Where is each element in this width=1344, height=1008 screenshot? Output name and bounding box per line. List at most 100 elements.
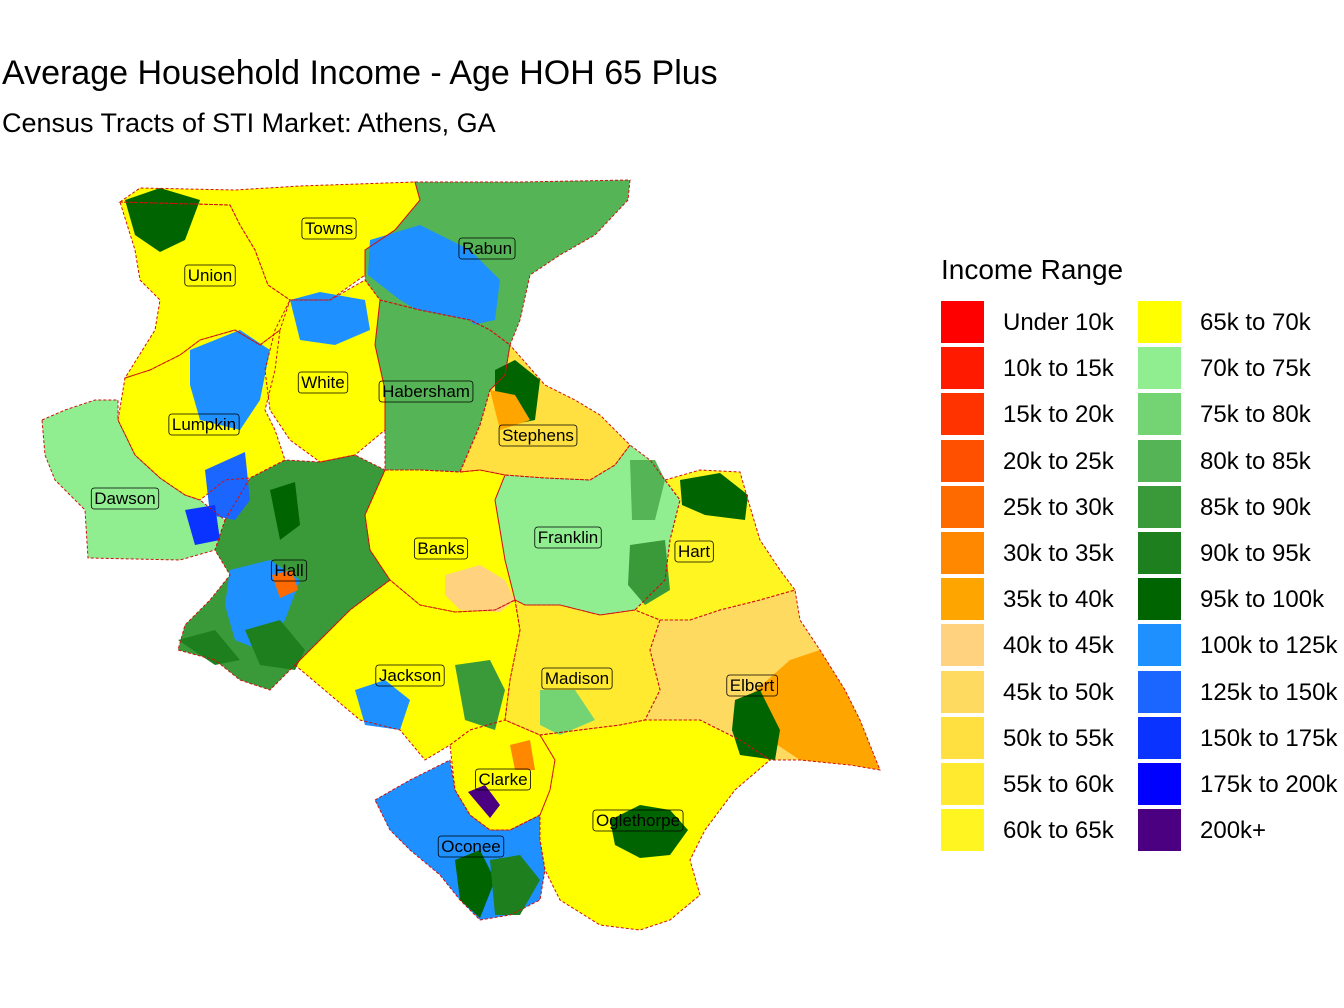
tract-region (290, 292, 370, 345)
legend-label: 95k to 100k (1200, 586, 1325, 614)
map-subtitle: Census Tracts of STI Market: Athens, GA (2, 108, 496, 138)
legend-swatch (941, 670, 984, 713)
svg-text:Clarke: Clarke (478, 770, 527, 789)
tract-region (185, 505, 220, 545)
tract-region (490, 855, 540, 915)
county-border (41, 399, 226, 561)
tract-region (178, 630, 240, 665)
legend-swatch (941, 485, 984, 528)
tract-region (610, 805, 688, 858)
legend-label: 45k to 50k (1003, 678, 1114, 706)
svg-text:Towns: Towns (305, 219, 353, 238)
legend-label: 175k to 200k (1200, 770, 1338, 798)
legend-label: 90k to 95k (1200, 539, 1311, 567)
tract-region (190, 330, 270, 430)
legend-label: 70k to 75k (1200, 355, 1311, 383)
legend-swatch (1138, 624, 1181, 667)
legend-swatch (941, 347, 984, 390)
county-label-rabun: Rabun (458, 237, 516, 260)
legend-swatch (941, 301, 984, 343)
county-region-jackson (295, 580, 520, 760)
svg-text:Hart: Hart (678, 542, 710, 561)
tract-region (628, 540, 670, 605)
county-label-oconee: Oconee (437, 835, 505, 858)
legend-label: 60k to 65k (1003, 817, 1114, 845)
county-label-habersham: Habersham (378, 380, 474, 403)
legend-swatch (1138, 531, 1181, 574)
svg-text:Rabun: Rabun (462, 239, 512, 258)
county-labels: Towns Rabun Union White Habersham Lumpkin Step… (90, 217, 778, 858)
county-label-franklin: Franklin (534, 526, 602, 549)
legend-label: 75k to 80k (1200, 401, 1311, 429)
legend-label: Under 10k (1003, 309, 1114, 336)
tract-region (510, 740, 535, 770)
tract-region (455, 660, 505, 730)
svg-text:Habersham: Habersham (382, 382, 470, 401)
county-label-dawson: Dawson (90, 487, 160, 510)
svg-text:Stephens: Stephens (502, 426, 574, 445)
legend-label: 30k to 35k (1003, 539, 1114, 567)
legend-label: 100k to 125k (1200, 632, 1338, 660)
county-label-elbert: Elbert (726, 674, 778, 697)
legend-swatch (1138, 809, 1181, 852)
county-regions (42, 180, 880, 930)
svg-text:Hall: Hall (274, 561, 303, 580)
legend-swatch (1138, 485, 1181, 528)
legend-label: 50k to 55k (1003, 724, 1114, 752)
svg-text:Oglethorpe: Oglethorpe (596, 811, 680, 830)
county-label-stephens: Stephens (498, 424, 578, 447)
map-title: Average Household Income - Age HOH 65 Pl… (2, 54, 718, 92)
tract-region (455, 850, 495, 918)
legend-label: 25k to 30k (1003, 493, 1114, 521)
tract-region (745, 650, 880, 770)
county-border (119, 201, 291, 379)
legend-swatch (1138, 716, 1181, 759)
county-borders (41, 179, 881, 931)
legend-swatch (941, 624, 984, 667)
legend-label: 150k to 175k (1200, 724, 1338, 752)
svg-text:Franklin: Franklin (538, 528, 598, 547)
county-label-white: White (297, 371, 349, 394)
county-border (117, 328, 286, 501)
tract-region (630, 460, 665, 520)
county-label-union: Union (184, 264, 236, 287)
legend-label: 35k to 40k (1003, 586, 1114, 614)
legend-swatch (941, 439, 984, 482)
tract-region (245, 620, 305, 670)
legend-swatch (1138, 347, 1181, 390)
tract-region (445, 565, 515, 612)
legend-swatch (1138, 393, 1181, 436)
county-border (264, 279, 386, 463)
county-region-dawson (42, 400, 225, 560)
legend-swatch (941, 762, 984, 805)
tract-region (270, 482, 300, 540)
legend-swatch (1138, 301, 1181, 343)
county-border (504, 599, 661, 736)
svg-text:Dawson: Dawson (94, 489, 155, 508)
legend-swatch (1138, 578, 1181, 621)
legend-swatch (1138, 670, 1181, 713)
legend-swatch (941, 716, 984, 759)
svg-text:Elbert: Elbert (730, 676, 775, 695)
tract-region (205, 452, 250, 520)
county-label-banks: Banks (413, 537, 469, 560)
county-border (374, 759, 546, 921)
tract-region (490, 390, 530, 430)
county-border (364, 469, 516, 613)
legend-label: 85k to 90k (1200, 493, 1311, 521)
legend-label: 15k to 20k (1003, 401, 1114, 429)
county-border (118, 181, 421, 301)
legend-swatch (1138, 762, 1181, 805)
county-border (449, 719, 556, 831)
legend-label: 20k to 25k (1003, 447, 1114, 475)
tract-region (468, 785, 500, 818)
tract-region (540, 690, 595, 735)
legend-label: 65k to 70k (1200, 309, 1311, 336)
legend-label: 80k to 85k (1200, 447, 1311, 475)
county-region-hart (635, 470, 795, 620)
county-label-oglethorpe: Oglethorpe (592, 809, 684, 832)
tract-region (272, 570, 298, 598)
legend-label: 55k to 60k (1003, 770, 1114, 798)
legend-swatch (941, 531, 984, 574)
